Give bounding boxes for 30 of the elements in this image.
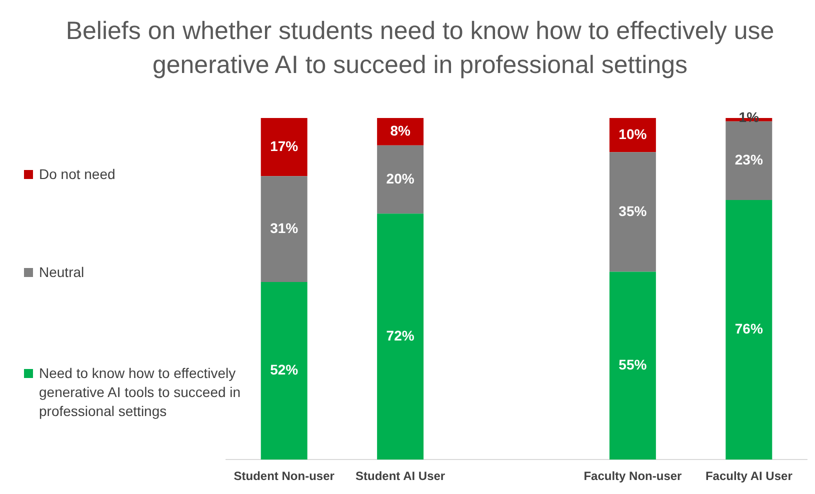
chart-title: Beliefs on whether students need to know how to effectively use generative AI to succeed in professional settings [64,16,776,81]
data-label: 10% [618,126,648,142]
x-tick-label: Student AI User [356,469,446,484]
bar [609,272,656,460]
bar [260,176,308,282]
data-label: 23% [734,152,764,168]
data-label: 35% [618,202,648,219]
x-tick-label: Faculty Non-user [584,469,682,484]
data-label: 8% [390,122,411,139]
bar [260,118,308,176]
bar [609,152,656,272]
data-label: 76% [734,320,764,337]
x-tick-label: Student Non-user [234,469,335,484]
data-label: 20% [386,170,415,186]
bar [377,118,424,146]
data-label: 52% [270,362,299,378]
bar [609,118,656,152]
bar [726,200,772,460]
bar [377,145,424,214]
legend-label: Neutral [39,263,84,282]
legend-label: Need to know how to effectively generative AI tools to succeed in professional settings [39,365,241,419]
bar [260,282,308,460]
data-label: 17% [270,138,299,154]
legend-label: Do not need [39,165,116,184]
bar [377,214,424,460]
bar [726,121,772,200]
x-tick-label: Faculty AI User [705,469,793,484]
data-label: 72% [386,327,415,344]
data-label: 31% [270,220,299,236]
data-label: 55% [618,356,648,373]
